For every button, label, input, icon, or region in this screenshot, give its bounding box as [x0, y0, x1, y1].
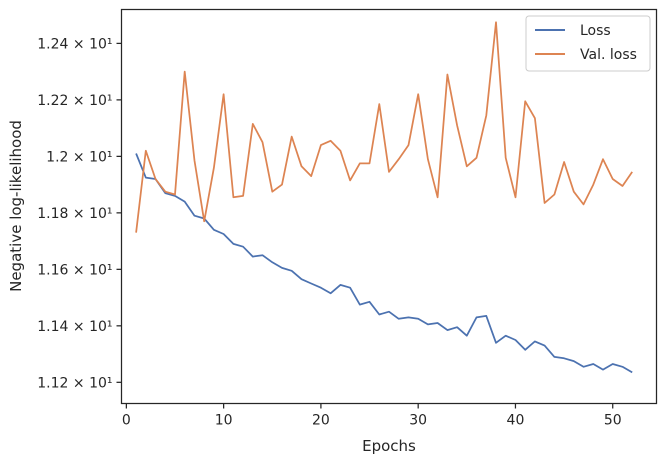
y-tick-label: 1.24 × 10¹ — [37, 36, 112, 52]
x-tick-label: 30 — [409, 413, 427, 429]
y-tick-label: 1.18 × 10¹ — [37, 206, 112, 222]
y-tick-label: 1.22 × 10¹ — [37, 93, 112, 109]
x-tick-label: 50 — [604, 413, 622, 429]
series-line-val-loss — [135, 21, 633, 233]
x-axis-ticks: 0 10 20 30 40 50 — [122, 403, 622, 429]
x-tick-label: 0 — [122, 413, 131, 429]
y-axis-ticks: 1.12 × 10¹ 1.14 × 10¹ 1.16 × 10¹ 1.18 × 10¹… — [37, 36, 122, 391]
y-tick-label: 1.2 × 10¹ — [46, 149, 112, 165]
legend-label-loss: Loss — [580, 23, 611, 39]
x-tick-label: 40 — [507, 413, 525, 429]
legend-label-val-loss: Val. loss — [580, 47, 637, 63]
x-tick-label: 10 — [215, 413, 233, 429]
x-tick-label: 20 — [312, 413, 330, 429]
y-axis-label: Negative log-likelihood — [7, 120, 25, 292]
y-tick-label: 1.16 × 10¹ — [37, 262, 112, 278]
plot-area — [120, 8, 658, 405]
x-axis-label: Epochs — [362, 437, 416, 455]
series-layer — [135, 21, 633, 374]
y-tick-label: 1.12 × 10¹ — [37, 375, 112, 391]
legend: Loss Val. loss — [525, 15, 651, 72]
series-line-loss — [135, 153, 633, 374]
y-tick-label: 1.14 × 10¹ — [37, 319, 112, 335]
